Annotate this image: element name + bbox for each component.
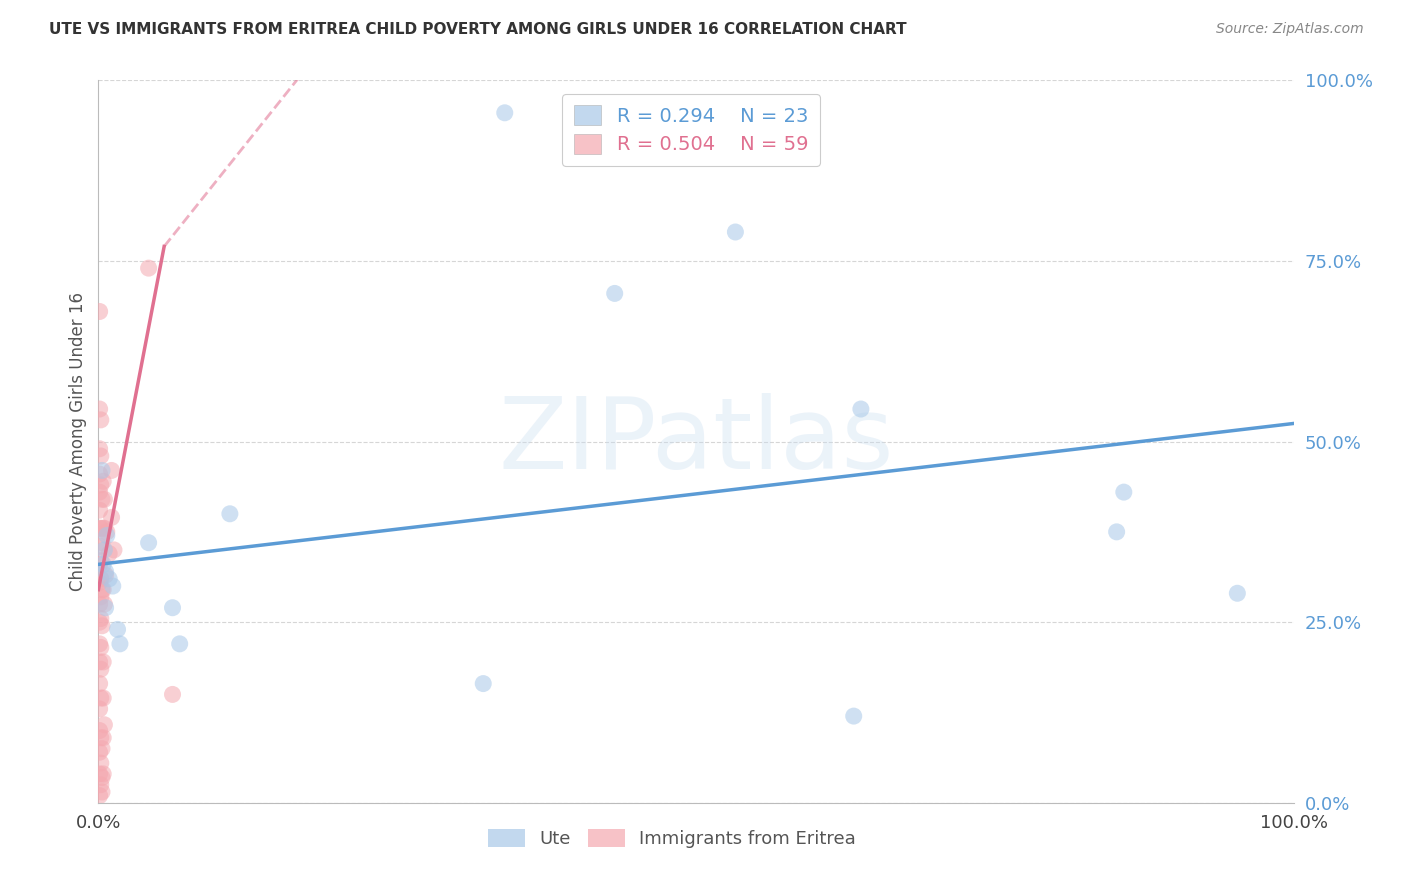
- Legend: Ute, Immigrants from Eritrea: Ute, Immigrants from Eritrea: [481, 822, 863, 855]
- Point: [100, 510, 122, 524]
- Point: [89, 521, 111, 535]
- Point: [89, 676, 111, 690]
- Point: [89, 745, 111, 759]
- Point: [94, 600, 117, 615]
- Point: [90, 778, 112, 792]
- Point: [93, 597, 115, 611]
- Point: [724, 225, 747, 239]
- Text: Source: ZipAtlas.com: Source: ZipAtlas.com: [1216, 22, 1364, 37]
- Point: [138, 535, 160, 549]
- Point: [90, 572, 112, 586]
- Point: [91, 463, 114, 477]
- Point: [89, 402, 111, 417]
- Point: [90, 554, 112, 568]
- Point: [91, 655, 114, 669]
- Point: [96, 528, 118, 542]
- Point: [472, 676, 495, 690]
- Point: [219, 507, 242, 521]
- Point: [90, 449, 112, 463]
- Point: [90, 731, 112, 745]
- Point: [849, 402, 872, 417]
- Point: [89, 615, 111, 630]
- Point: [91, 767, 114, 781]
- Point: [89, 539, 111, 553]
- Point: [93, 492, 115, 507]
- Point: [138, 261, 160, 276]
- Point: [89, 789, 111, 803]
- Point: [162, 600, 184, 615]
- Point: [101, 579, 124, 593]
- Point: [100, 463, 122, 477]
- Point: [89, 442, 111, 456]
- Point: [91, 521, 114, 535]
- Point: [89, 503, 111, 517]
- Point: [90, 590, 112, 604]
- Point: [98, 547, 121, 561]
- Point: [89, 723, 111, 738]
- Point: [91, 691, 114, 706]
- Point: [842, 709, 865, 723]
- Point: [93, 521, 115, 535]
- Point: [91, 535, 114, 549]
- Point: [91, 558, 114, 572]
- Point: [1112, 485, 1135, 500]
- Point: [90, 611, 112, 625]
- Point: [90, 756, 112, 770]
- Point: [1226, 586, 1249, 600]
- Point: [91, 492, 114, 507]
- Point: [169, 637, 191, 651]
- Text: UTE VS IMMIGRANTS FROM ERITREA CHILD POVERTY AMONG GIRLS UNDER 16 CORRELATION CH: UTE VS IMMIGRANTS FROM ERITREA CHILD POV…: [49, 22, 907, 37]
- Point: [162, 687, 184, 701]
- Point: [90, 521, 112, 535]
- Point: [107, 623, 129, 637]
- Point: [603, 286, 626, 301]
- Point: [91, 741, 114, 756]
- Point: [91, 475, 114, 489]
- Point: [96, 524, 118, 539]
- Point: [90, 413, 112, 427]
- Point: [93, 542, 115, 557]
- Point: [89, 558, 111, 572]
- Point: [94, 565, 117, 579]
- Point: [1105, 524, 1128, 539]
- Point: [89, 655, 111, 669]
- Point: [89, 575, 111, 590]
- Point: [90, 640, 112, 655]
- Point: [89, 767, 111, 781]
- Point: [90, 691, 112, 706]
- Point: [90, 478, 112, 492]
- Point: [89, 702, 111, 716]
- Point: [494, 105, 516, 120]
- Point: [89, 597, 111, 611]
- Point: [91, 731, 114, 745]
- Point: [91, 582, 114, 597]
- Point: [94, 568, 117, 582]
- Point: [89, 304, 111, 318]
- Point: [93, 718, 115, 732]
- Point: [91, 582, 114, 597]
- Text: ZIPatlas: ZIPatlas: [498, 393, 894, 490]
- Point: [89, 467, 111, 481]
- Point: [91, 771, 114, 785]
- Point: [108, 637, 131, 651]
- Point: [89, 637, 111, 651]
- Point: [103, 542, 125, 557]
- Point: [91, 785, 114, 799]
- Point: [89, 485, 111, 500]
- Point: [98, 572, 121, 586]
- Point: [91, 619, 114, 633]
- Point: [90, 662, 112, 676]
- Y-axis label: Child Poverty Among Girls Under 16: Child Poverty Among Girls Under 16: [69, 292, 87, 591]
